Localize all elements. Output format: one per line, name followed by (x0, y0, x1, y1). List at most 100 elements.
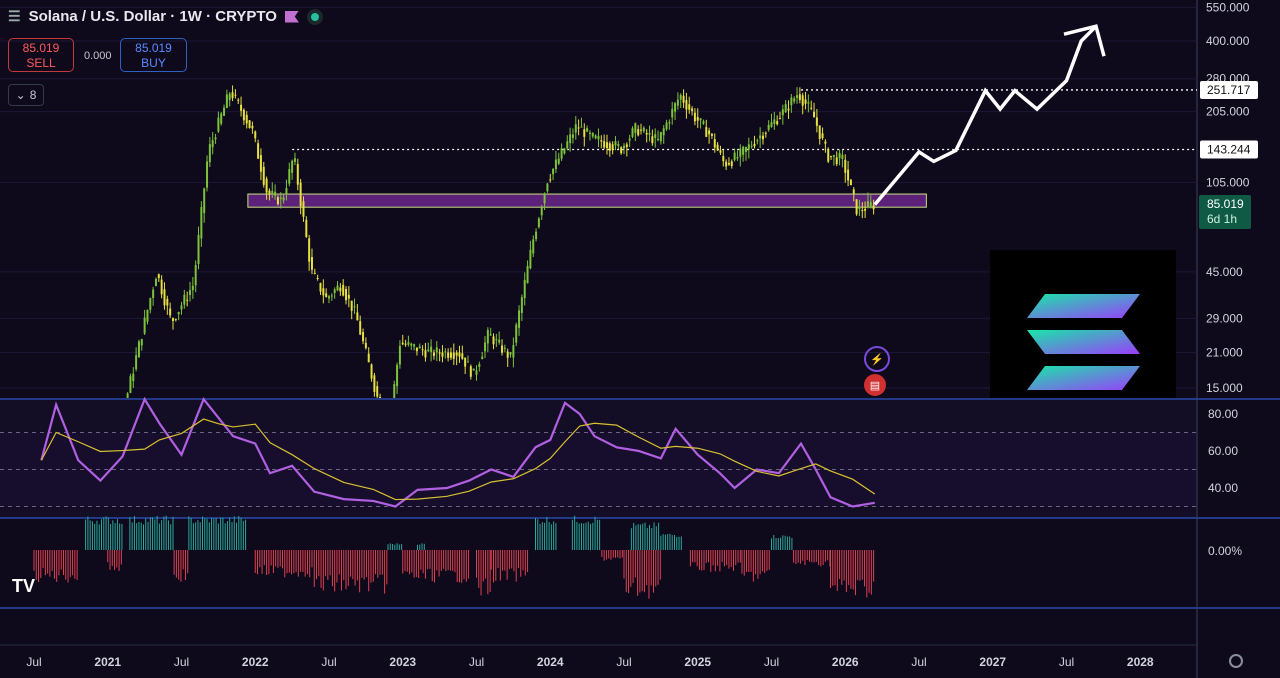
candle (540, 207, 543, 216)
candle (288, 169, 291, 184)
candle (727, 162, 730, 165)
candle (152, 289, 155, 298)
candle (798, 94, 801, 100)
candle (359, 321, 362, 335)
candle (651, 136, 654, 144)
time-axis-label: 2027 (979, 655, 1006, 669)
time-axis-label: Jul (174, 655, 189, 669)
candle (308, 238, 311, 262)
last-price-box (1199, 195, 1251, 229)
candle (421, 349, 424, 351)
buy-button[interactable]: 85.019 BUY (120, 38, 187, 72)
candle (262, 166, 265, 185)
candle (282, 197, 285, 201)
candle (203, 188, 206, 214)
rsi-band-fill (0, 433, 1197, 507)
candle (274, 191, 277, 196)
candle (674, 103, 677, 112)
candle (665, 122, 668, 130)
candle (501, 345, 504, 353)
candle (330, 295, 333, 297)
menu-icon[interactable]: ☰ (8, 8, 21, 24)
candle (146, 309, 149, 322)
level-label: 251.717 (1207, 83, 1251, 97)
candle (200, 207, 203, 239)
projection-path (873, 24, 1098, 206)
candle (237, 99, 240, 101)
candle (620, 147, 623, 154)
candle (832, 155, 835, 157)
time-axis-label: 2023 (389, 655, 416, 669)
sell-button[interactable]: 85.019 SELL (8, 38, 74, 72)
time-axis-label: 2022 (242, 655, 269, 669)
candle (685, 100, 688, 110)
candle (733, 152, 736, 160)
candle (784, 104, 787, 113)
symbol-title[interactable]: Solana / U.S. Dollar · 1W · CRYPTO (28, 8, 277, 25)
candle (543, 193, 546, 204)
candle (634, 123, 637, 133)
candle (322, 288, 325, 296)
candle (223, 107, 226, 116)
rsi-axis-label: 80.00 (1208, 407, 1238, 421)
us-flag-icon[interactable]: ▤ (864, 374, 886, 396)
market-status-icon[interactable] (306, 8, 323, 25)
candle (319, 283, 322, 292)
candle (234, 94, 237, 96)
candle (506, 351, 509, 358)
candle (796, 95, 799, 98)
candle (248, 120, 251, 129)
solana-logo (990, 250, 1176, 398)
candle (813, 111, 816, 118)
candle (449, 352, 452, 358)
candle (710, 133, 713, 136)
price-axis-label: 29.000 (1206, 311, 1243, 325)
candle (189, 290, 192, 295)
sparkle-icon[interactable]: ⚡ (864, 346, 890, 372)
candle (821, 133, 824, 139)
candle (475, 370, 478, 375)
candle (537, 218, 540, 228)
candle (588, 132, 591, 135)
candle (705, 127, 708, 137)
settings-gear-icon[interactable] (1229, 654, 1243, 668)
candle (815, 117, 818, 126)
candle (163, 289, 166, 306)
candle (171, 318, 174, 321)
candle (160, 279, 163, 295)
candle (313, 272, 316, 274)
candle (662, 128, 665, 136)
candle (861, 210, 864, 212)
candle (393, 384, 396, 398)
candle (364, 342, 367, 349)
candle (268, 190, 271, 195)
candle (657, 138, 660, 140)
candle (623, 145, 625, 149)
candle (166, 298, 169, 306)
flag-icon[interactable] (284, 10, 299, 23)
price-axis-label: 15.000 (1206, 381, 1243, 395)
candle (744, 147, 747, 152)
candle (211, 140, 214, 148)
candle (407, 342, 410, 345)
indicators-toggle[interactable]: ⌄ 8 (8, 84, 44, 106)
candle (214, 137, 217, 140)
candle (370, 364, 373, 379)
candle (676, 99, 679, 106)
candle (503, 347, 506, 349)
candle (631, 128, 634, 137)
candle (844, 159, 847, 173)
price-axis-label: 550.000 (1206, 0, 1250, 14)
sell-label: SELL (26, 56, 56, 70)
candle (515, 324, 518, 343)
candle (438, 352, 441, 354)
candle (872, 205, 875, 210)
candle (191, 285, 194, 291)
time-axis-label: Jul (764, 655, 779, 669)
candle (818, 125, 821, 139)
candle (137, 341, 140, 358)
candle (827, 149, 830, 162)
candle (305, 219, 308, 238)
candle (285, 188, 288, 195)
